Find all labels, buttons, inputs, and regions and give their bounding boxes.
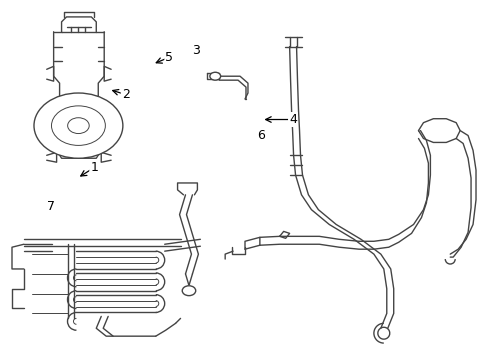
Text: 6: 6 <box>257 129 265 142</box>
Circle shape <box>209 72 220 80</box>
Circle shape <box>34 93 122 158</box>
Text: 2: 2 <box>122 88 129 101</box>
Text: 4: 4 <box>288 113 296 126</box>
Text: 1: 1 <box>90 161 98 174</box>
Circle shape <box>182 286 195 296</box>
Circle shape <box>51 106 105 145</box>
Text: 5: 5 <box>165 51 173 64</box>
Text: 3: 3 <box>192 44 200 57</box>
Text: 7: 7 <box>46 200 55 213</box>
Circle shape <box>67 118 89 134</box>
